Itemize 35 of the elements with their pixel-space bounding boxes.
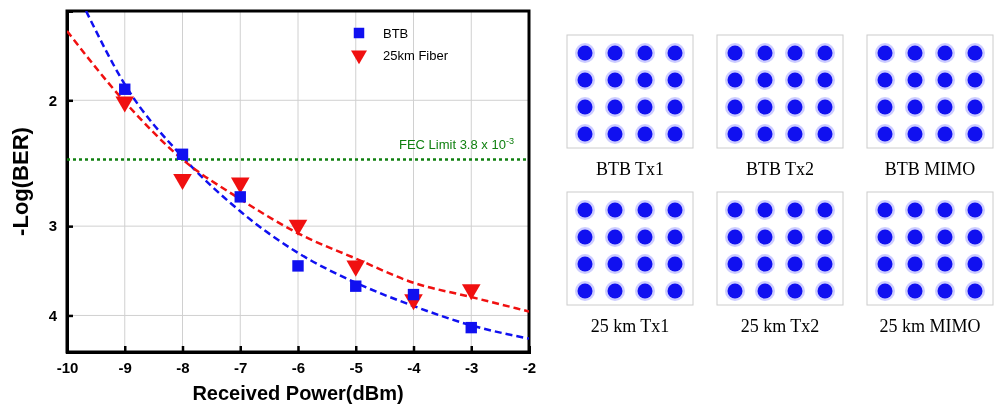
ref-line-label: FEC Limit 3.8 x 10$^{-3}$ [398,136,514,153]
x-tick-label: -8 [176,358,190,376]
point [350,280,362,292]
x-axis-title: Received Power(dBm) [192,382,404,404]
text: 25 km Tx1 [590,316,670,336]
text: 25 km Tx2 [740,316,820,336]
x-tick-label: -9 [118,358,132,376]
x-tick-label: -2 [522,358,537,376]
point [173,173,192,191]
x-tick-label: -5 [349,358,363,376]
x-tick-label: -10 [56,358,79,376]
text: BTB Tx1 [595,159,665,179]
point [115,96,135,113]
text: 25 km MIMO [879,316,981,336]
point [346,260,366,277]
point [230,177,250,194]
point [288,219,308,236]
point [234,191,246,203]
line-series [67,29,529,313]
x-tick-label: -7 [234,358,248,376]
y-tick-label: 3 [48,217,57,235]
y-tick-label: 4 [48,306,58,324]
line-series [84,11,529,340]
text: BTB Tx2 [745,159,815,179]
x-tick-label: -3 [465,358,479,376]
x-tick-label: -6 [291,358,306,376]
point [465,321,477,334]
y-tick-label: 2 [48,91,57,109]
legend-label: BTB [383,26,409,41]
point [407,288,420,301]
x-tick-label: -4 [407,358,422,376]
text: BTB MIMO [884,159,976,179]
point [292,260,304,272]
y-axis-title: -Log(BER) [8,127,33,236]
legend-label: 25km Fiber [383,48,449,63]
